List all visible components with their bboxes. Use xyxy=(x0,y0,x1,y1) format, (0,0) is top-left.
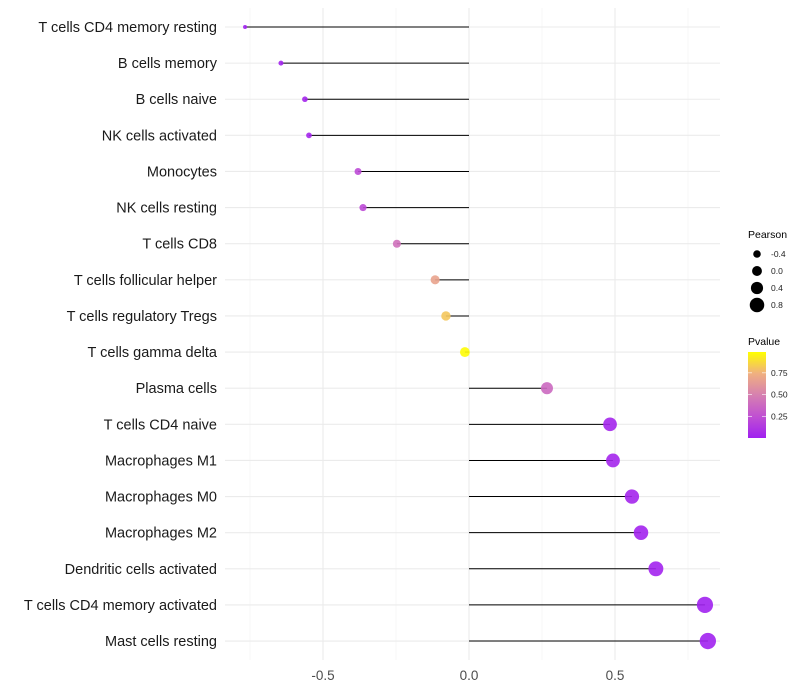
category-label: Macrophages M1 xyxy=(105,453,217,469)
size-legend-label: 0.8 xyxy=(771,300,783,310)
point-13 xyxy=(624,489,640,504)
color-legend-title: Pvalue xyxy=(748,336,780,348)
category-label: Macrophages M2 xyxy=(105,526,217,542)
point-12 xyxy=(606,453,620,468)
size-legend-label: 0.0 xyxy=(771,266,783,276)
point-6 xyxy=(392,239,401,248)
point-5 xyxy=(359,204,367,212)
point-16 xyxy=(696,596,714,614)
size-legend-title: Pearson xyxy=(748,229,787,241)
category-label: Mast cells resting xyxy=(105,634,217,650)
point-0 xyxy=(243,24,248,30)
size-legend-dot xyxy=(750,281,764,295)
size-legend-dot xyxy=(749,297,765,313)
color-legend-label: 0.75 xyxy=(771,368,788,378)
point-11 xyxy=(603,417,617,432)
size-legend-dot xyxy=(753,250,761,258)
point-9 xyxy=(459,347,470,358)
color-legend-label: 0.50 xyxy=(771,390,788,400)
category-label: NK cells activated xyxy=(102,128,217,144)
x-tick-label: 0.5 xyxy=(606,668,625,683)
size-legend-dot xyxy=(752,266,762,276)
color-legend-label: 0.25 xyxy=(771,411,788,421)
category-label: B cells naive xyxy=(136,92,217,108)
category-label: T cells follicular helper xyxy=(74,273,217,289)
point-3 xyxy=(306,132,312,139)
category-label: T cells CD8 xyxy=(142,237,217,253)
point-10 xyxy=(540,382,553,395)
point-7 xyxy=(430,275,440,285)
point-4 xyxy=(354,167,362,175)
category-label: Monocytes xyxy=(147,164,217,180)
point-2 xyxy=(302,96,308,103)
category-label: Macrophages M0 xyxy=(105,490,217,506)
point-8 xyxy=(441,311,451,321)
point-14 xyxy=(633,525,649,540)
category-label: T cells regulatory Tregs xyxy=(67,309,217,325)
category-label: NK cells resting xyxy=(116,201,217,217)
size-legend-label: -0.4 xyxy=(771,249,786,259)
point-1 xyxy=(278,60,284,66)
category-label: Dendritic cells activated xyxy=(65,562,217,578)
x-tick-label: -0.5 xyxy=(311,668,334,683)
category-label: T cells gamma delta xyxy=(88,345,218,361)
x-tick-label: 0.0 xyxy=(460,668,479,683)
category-label: T cells CD4 memory resting xyxy=(38,20,217,36)
point-15 xyxy=(648,561,664,577)
point-17 xyxy=(699,632,717,650)
category-label: Plasma cells xyxy=(136,381,217,397)
category-label: T cells CD4 naive xyxy=(104,417,217,433)
size-legend-label: 0.4 xyxy=(771,283,783,293)
color-bar xyxy=(748,352,766,438)
category-label: T cells CD4 memory activated xyxy=(24,598,217,614)
category-label: B cells memory xyxy=(118,56,218,72)
